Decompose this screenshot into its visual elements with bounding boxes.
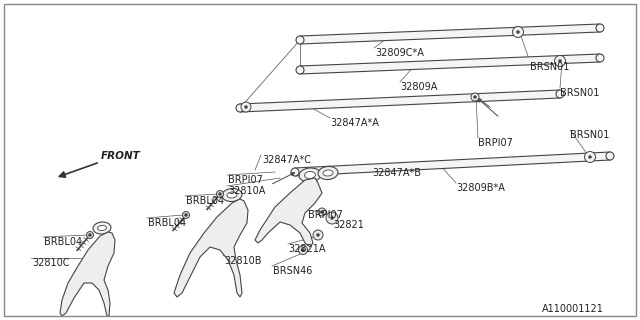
Text: FRONT: FRONT (101, 151, 141, 161)
Ellipse shape (305, 172, 316, 179)
Text: BRBL04: BRBL04 (44, 237, 82, 247)
Circle shape (88, 234, 92, 236)
Circle shape (216, 190, 223, 197)
Circle shape (584, 151, 595, 163)
Text: BRPI07: BRPI07 (308, 210, 343, 220)
Polygon shape (300, 54, 600, 74)
Text: 32810A: 32810A (228, 186, 266, 196)
Text: A110001121: A110001121 (542, 304, 604, 314)
Text: 32810B: 32810B (224, 256, 262, 266)
Circle shape (471, 93, 479, 101)
Text: BRSN01: BRSN01 (570, 130, 609, 140)
Circle shape (606, 152, 614, 160)
Text: 32809C*A: 32809C*A (375, 48, 424, 58)
Text: 32809A: 32809A (400, 82, 437, 92)
Text: 32821A: 32821A (288, 244, 326, 254)
Circle shape (298, 245, 307, 254)
Circle shape (236, 104, 244, 112)
Polygon shape (240, 90, 560, 112)
Circle shape (330, 217, 333, 220)
Text: 32810C: 32810C (32, 258, 70, 268)
Ellipse shape (299, 168, 321, 182)
Circle shape (559, 60, 561, 62)
Circle shape (554, 55, 566, 67)
Circle shape (589, 156, 591, 158)
Ellipse shape (323, 170, 333, 176)
Ellipse shape (97, 226, 106, 230)
Circle shape (86, 231, 93, 238)
Circle shape (596, 54, 604, 62)
Circle shape (321, 211, 323, 213)
Circle shape (218, 193, 221, 196)
Polygon shape (60, 232, 115, 316)
Polygon shape (255, 178, 322, 247)
Circle shape (301, 249, 305, 252)
Circle shape (182, 212, 189, 219)
Ellipse shape (93, 222, 111, 234)
Circle shape (296, 66, 304, 74)
Circle shape (244, 106, 248, 108)
Text: 32847A*B: 32847A*B (372, 168, 421, 178)
Circle shape (474, 95, 477, 99)
Text: BRSN46: BRSN46 (273, 266, 312, 276)
Text: BRPI07: BRPI07 (228, 175, 263, 185)
Circle shape (326, 212, 338, 224)
Ellipse shape (318, 166, 338, 180)
Text: 32847A*A: 32847A*A (330, 118, 379, 128)
Ellipse shape (227, 192, 237, 198)
Circle shape (556, 90, 564, 98)
Text: BRSN01: BRSN01 (560, 88, 600, 98)
Circle shape (596, 24, 604, 32)
Polygon shape (295, 152, 610, 176)
Circle shape (184, 213, 188, 217)
Text: BRBL04: BRBL04 (148, 218, 186, 228)
Circle shape (513, 27, 524, 37)
Circle shape (516, 30, 520, 34)
Text: 32821: 32821 (333, 220, 364, 230)
Text: 32847A*C: 32847A*C (262, 155, 311, 165)
Text: BRBL04: BRBL04 (186, 196, 224, 206)
Circle shape (317, 234, 319, 236)
Polygon shape (300, 24, 600, 44)
Circle shape (291, 168, 299, 176)
Circle shape (241, 102, 251, 112)
Circle shape (296, 36, 304, 44)
Text: 32809B*A: 32809B*A (456, 183, 505, 193)
Text: BRPI07: BRPI07 (478, 138, 513, 148)
Circle shape (313, 230, 323, 240)
Circle shape (318, 208, 326, 216)
Text: BRSN01: BRSN01 (530, 62, 570, 72)
Ellipse shape (222, 188, 242, 202)
Polygon shape (174, 199, 248, 297)
